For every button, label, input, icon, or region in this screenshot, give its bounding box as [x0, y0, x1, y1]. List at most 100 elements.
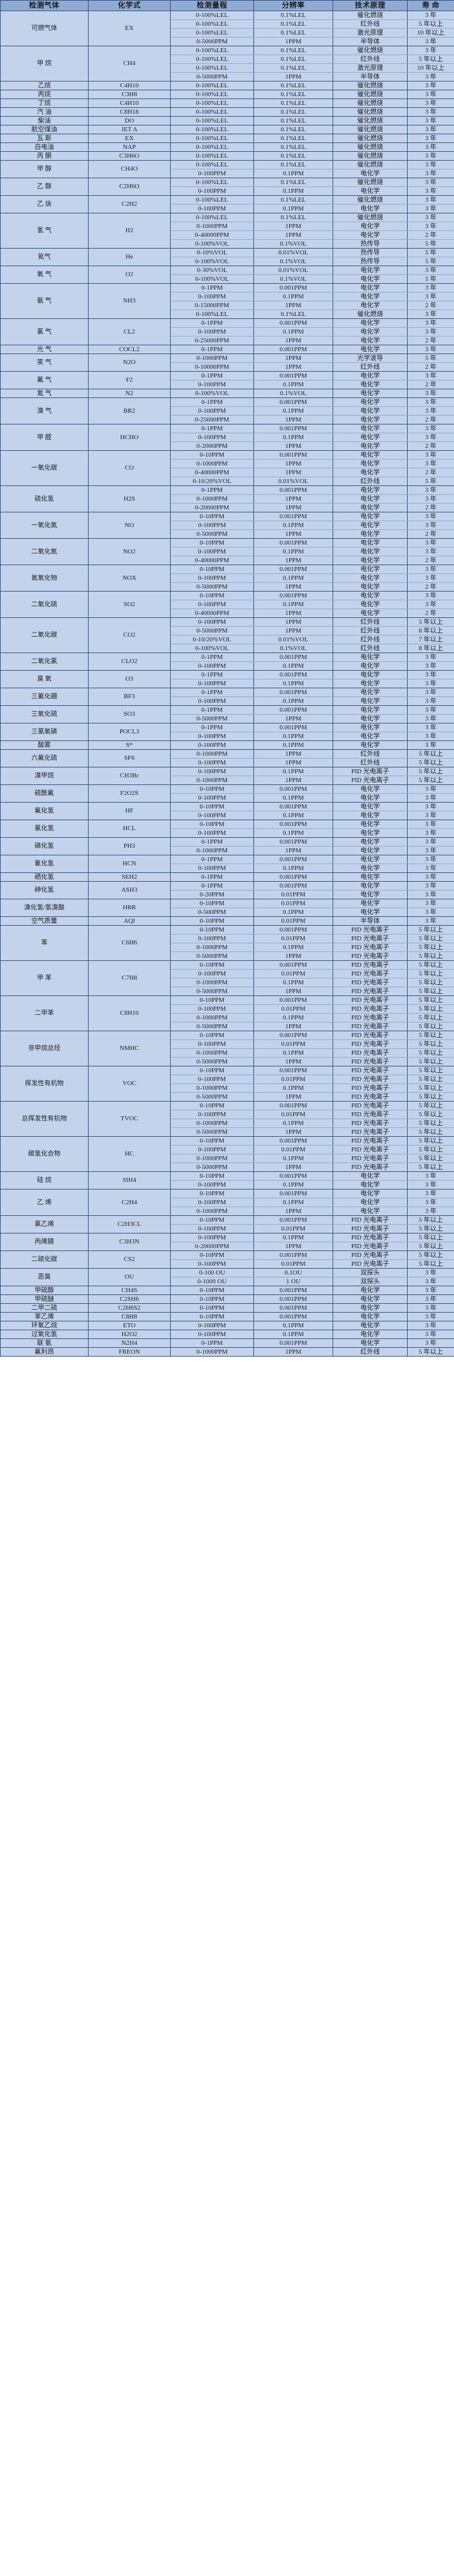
cell-lifetime: 5 年以上	[407, 978, 454, 987]
table-row: 0-100PPM 0.1PPM 电化学 3 年	[1, 573, 454, 583]
cell-measuring-range: 0-100PPM	[170, 696, 254, 706]
cell-gas-name: 挥发性有机物	[0, 1066, 89, 1102]
cell-technology: 激光原理	[333, 63, 408, 73]
cell-resolution: 1PPM	[253, 714, 333, 723]
table-row: 甲硫醇 CH4S 0-10PPM 0.001PPM 电化学 3 年	[0, 1286, 454, 1295]
cell-resolution: 1PPM	[253, 951, 333, 961]
cell-lifetime: 2 年	[407, 336, 454, 345]
cell-measuring-range: 0-100PPM	[170, 1075, 254, 1084]
cell-technology: 电化学	[333, 494, 408, 504]
cell-resolution: 0.1PPM	[253, 521, 333, 530]
table-row: 0-500PPM 0.1PPM 电化学 3 年	[1, 908, 454, 917]
table-row: 0-100PPM 0.1PPM 电化学 3 年	[1, 204, 454, 213]
cell-resolution: 1PPM	[253, 1347, 333, 1357]
cell-lifetime: 3 年	[407, 11, 454, 20]
cell-resolution: 0.001PPM	[253, 345, 333, 354]
cell-resolution: 0.001PPM	[253, 820, 333, 829]
table-row: 溴 气 BR2 0-1PPM 0.001PPM 电化学 3 年	[0, 397, 454, 424]
cell-resolution: 0.001PPM	[253, 512, 333, 521]
cell-resolution: 1PPM	[253, 441, 333, 451]
cell-chemical-formula: C2H2	[88, 195, 171, 213]
cell-gas-name: 联 氨	[0, 1338, 89, 1348]
cell-technology: PID 光电离子	[333, 1145, 408, 1154]
cell-technology: PID 光电离子	[333, 1250, 408, 1260]
cell-lifetime: 3 年	[407, 573, 454, 583]
cell-measuring-range: 0-1000PPM	[170, 494, 254, 504]
cell-measuring-range: 0-100%LEL	[170, 151, 254, 161]
cell-technology: 催化燃烧	[333, 11, 408, 20]
cell-technology: PID 光电离子	[333, 1031, 408, 1040]
table-row: 可燃气体 EX 0-100%LEL 0.1%LEL 催化燃烧 3 年	[0, 11, 454, 46]
table-row: 六氟化硫 SF6 0-1000PPM 1PPM 红外线 5 年以上	[0, 749, 454, 767]
cell-lifetime: 3 年	[407, 784, 454, 794]
cell-lifetime: 3 年	[407, 1171, 454, 1181]
cell-gas-name: 甲硫醇	[0, 1286, 89, 1295]
cell-lifetime: 5 年以上	[407, 1075, 454, 1084]
cell-measuring-range: 0-100PPM	[170, 1198, 254, 1207]
cell-lifetime: 3 年	[407, 142, 454, 152]
column-header-lifetime: 寿 命	[407, 0, 454, 11]
cell-resolution: 0.1PPM	[253, 793, 333, 803]
cell-lifetime: 3 年	[407, 740, 454, 750]
table-body: 可燃气体 EX 0-100%LEL 0.1%LEL 催化燃烧 3 年 0-100%LEL 0.…	[0, 11, 454, 1357]
cell-resolution: 0.1PPM	[253, 380, 333, 389]
cell-chemical-formula: CLO2	[88, 653, 171, 671]
cell-gas-name: 硫酰氟	[0, 784, 89, 803]
cell-technology: 电化学	[333, 1207, 408, 1216]
table-row: 臭 氧 O3 0-1PPM 0.001PPM 电化学 3 年	[0, 670, 454, 688]
cell-technology: 电化学	[333, 169, 408, 178]
cell-measuring-range: 0-100%LEL	[170, 142, 254, 152]
cell-chemical-formula: BR2	[88, 397, 171, 424]
cell-technology: 半导体	[333, 37, 408, 46]
cell-technology: PID 光电离子	[333, 1163, 408, 1172]
cell-resolution: 0.001PPM	[253, 1066, 333, 1075]
cell-lifetime: 3 年	[407, 389, 454, 398]
cell-chemical-formula: EX	[88, 11, 171, 46]
cell-technology: 电化学	[333, 301, 408, 310]
table-row: 0-1000PPM 1PPM 电化学 3 年	[1, 494, 454, 504]
cell-resolution: 0.001PPM	[253, 591, 333, 600]
cell-technology: 电化学	[333, 503, 408, 512]
cell-measuring-range: 0-100%LEL	[170, 55, 254, 64]
table-row: 0-100PPM 0.1PPM 电化学 3 年	[1, 327, 454, 337]
cell-resolution: 0.001PPM	[253, 1250, 333, 1260]
cell-measuring-range: 0-10PPM	[170, 995, 254, 1005]
cell-gas-name: 氧 气	[0, 266, 89, 284]
cell-technology: 电化学	[333, 609, 408, 618]
cell-resolution: 1PPM	[253, 459, 333, 468]
cell-measuring-range: 0-10000PPM	[170, 362, 254, 372]
cell-technology: 催化燃烧	[333, 178, 408, 187]
cell-lifetime: 5 年以上	[407, 969, 454, 978]
cell-measuring-range: 0-100%LEL	[170, 90, 254, 99]
cell-gas-name: 氮 气	[0, 389, 89, 398]
table-row: 0-100PPM 0.1PPM 电化学 3 年	[1, 1198, 454, 1207]
cell-resolution: 1PPM	[253, 987, 333, 996]
cell-technology: 催化燃烧	[333, 116, 408, 125]
cell-technology: 红外线	[333, 19, 408, 29]
cell-technology: 电化学	[333, 591, 408, 600]
cell-chemical-formula: C3H6O	[88, 151, 171, 161]
cell-measuring-range: 0-10PPM	[170, 538, 254, 548]
cell-lifetime: 5 年以上	[407, 1136, 454, 1146]
cell-lifetime: 5 年以上	[407, 1215, 454, 1225]
cell-measuring-range: 0-1000PPM	[170, 943, 254, 952]
table-row: 二氧化氯 CLO2 0-1PPM 0.001PPM 电化学 3 年	[0, 653, 454, 671]
cell-measuring-range: 0-500PPM	[170, 908, 254, 917]
cell-resolution: 0.001PPM	[253, 881, 333, 891]
cell-technology: 电化学	[333, 872, 408, 882]
cell-technology: 电化学	[333, 899, 408, 908]
table-row: 氰化氢 HCN 0-1PPM 0.001PPM 电化学 3 年	[0, 855, 454, 873]
cell-lifetime: 3 年	[407, 899, 454, 908]
cell-gas-name: 臭 氧	[0, 670, 89, 688]
cell-lifetime: 5 年以上	[407, 1145, 454, 1154]
cell-resolution: 0.001PPM	[253, 1171, 333, 1181]
cell-resolution: 1PPM	[253, 503, 333, 512]
table-row: 氯乙烯 C2H3CL 0-10PPM 0.001PPM PID 光电离子 5 年以上	[0, 1215, 454, 1233]
table-row: 二氧化硫 SO2 0-10PPM 0.001PPM 电化学 3 年	[0, 591, 454, 618]
cell-technology: PID 光电离子	[333, 1224, 408, 1233]
cell-measuring-range: 0-100PPM	[170, 547, 254, 556]
cell-gas-name: 乙 烯	[0, 1189, 89, 1216]
cell-technology: 电化学	[333, 670, 408, 679]
cell-chemical-formula: NMHC	[88, 1031, 171, 1066]
table-row: 砷化氢 ASH3 0-1PPM 0.001PPM 电化学 3 年	[0, 881, 454, 899]
